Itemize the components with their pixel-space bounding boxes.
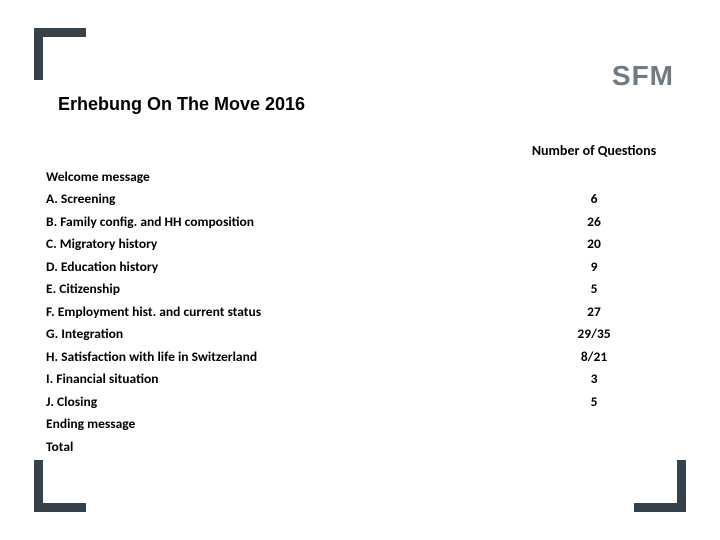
row-count: 26 [514,215,674,229]
table-row: I. Financial situation3 [46,368,674,391]
corner-bracket-bottom-left [34,460,86,512]
row-label: G. Integration [46,327,514,341]
table-row: Welcome message [46,165,674,188]
table-row: Total [46,435,674,458]
row-label: Ending message [46,417,514,431]
row-label: A. Screening [46,192,514,206]
row-count: 8/21 [514,350,674,364]
row-count: 6 [514,192,674,206]
table-row: D. Education history9 [46,255,674,278]
row-label: Welcome message [46,170,514,184]
row-label: Total [46,440,514,454]
table-row: A. Screening6 [46,188,674,211]
logo-text: SFM [612,60,674,92]
page-title: Erhebung On The Move 2016 [58,94,305,115]
table-row: H. Satisfaction with life in Switzerland… [46,345,674,368]
row-label: I. Financial situation [46,372,514,386]
row-count: 5 [514,395,674,409]
corner-bracket-top-left [34,28,86,80]
row-label: C. Migratory history [46,237,514,251]
questions-table: Number of Questions Welcome message A. Sc… [46,142,674,458]
row-count [514,417,674,431]
header-label [46,142,514,159]
row-label: F. Employment hist. and current status [46,305,514,319]
table-row: Ending message [46,413,674,436]
row-count [514,440,674,454]
table-row: F. Employment hist. and current status27 [46,300,674,323]
row-count: 29/35 [514,327,674,341]
row-count: 27 [514,305,674,319]
header-count: Number of Questions [514,142,674,159]
row-count: 5 [514,282,674,296]
corner-bracket-bottom-right [634,460,686,512]
row-label: E. Citizenship [46,282,514,296]
table-row: C. Migratory history20 [46,233,674,256]
row-label: J. Closing [46,395,514,409]
table-row: G. Integration29/35 [46,323,674,346]
row-count: 20 [514,237,674,251]
table-row: J. Closing5 [46,390,674,413]
row-count: 3 [514,372,674,386]
table-row: E. Citizenship5 [46,278,674,301]
row-count: 9 [514,260,674,274]
row-label: B. Family config. and HH composition [46,215,514,229]
row-label: D. Education history [46,260,514,274]
row-label: H. Satisfaction with life in Switzerland [46,350,514,364]
row-count [514,170,674,184]
table-row: B. Family config. and HH composition26 [46,210,674,233]
table-header: Number of Questions [46,142,674,159]
